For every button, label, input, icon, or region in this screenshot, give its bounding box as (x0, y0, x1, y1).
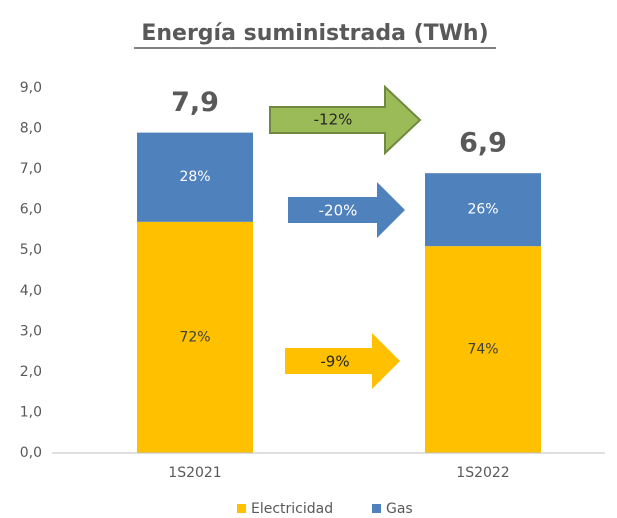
y-tick-label: 6,0 (20, 202, 42, 218)
y-tick-label: 2,0 (20, 364, 42, 380)
legend-swatch (237, 504, 246, 513)
y-tick-label: 9,0 (20, 80, 42, 96)
legend-swatch (372, 504, 381, 513)
bar-segment (425, 246, 541, 453)
total-label: 6,9 (459, 128, 507, 159)
bar-segment (137, 221, 253, 453)
segment-label: 28% (179, 169, 210, 185)
arrow-label: -9% (320, 353, 349, 371)
segment-label: 74% (467, 342, 498, 358)
arrow-label: -20% (319, 202, 358, 220)
arrow-elec (285, 333, 400, 389)
y-tick-label: 8,0 (20, 121, 42, 137)
arrow-gas (288, 182, 405, 238)
total-label: 7,9 (171, 87, 219, 118)
arrow-total (269, 84, 422, 156)
segment-label: 72% (179, 329, 210, 345)
legend-label: Gas (386, 501, 413, 517)
y-tick-label: 1,0 (20, 404, 42, 420)
arrow-label: -12% (314, 111, 353, 129)
bar-segment (425, 173, 541, 247)
y-tick-label: 0,0 (20, 445, 42, 461)
y-tick-label: 5,0 (20, 242, 42, 258)
y-tick-label: 3,0 (20, 323, 42, 339)
bar-segment (137, 132, 253, 222)
y-tick-label: 7,0 (20, 161, 42, 177)
segment-label: 26% (467, 202, 498, 218)
x-tick-label: 1S2021 (168, 465, 221, 481)
x-tick-label: 1S2022 (456, 465, 509, 481)
legend-label: Electricidad (251, 501, 333, 517)
y-tick-label: 4,0 (20, 283, 42, 299)
chart-title: Energía suministrada (TWh) (141, 21, 488, 46)
